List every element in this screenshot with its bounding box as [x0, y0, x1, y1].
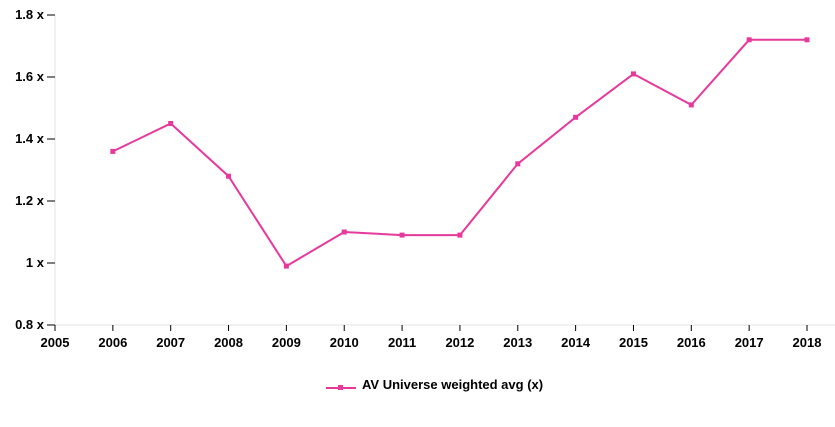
- data-point[interactable]: [804, 37, 810, 43]
- x-tick-label: 2008: [214, 335, 243, 350]
- legend-swatch: [326, 381, 356, 393]
- series-layer: [110, 37, 810, 269]
- data-point[interactable]: [168, 121, 174, 126]
- data-point[interactable]: [110, 148, 116, 154]
- data-point[interactable]: [283, 263, 289, 269]
- x-tick-label: 2012: [445, 335, 474, 350]
- x-tick-label: 2015: [619, 335, 648, 350]
- y-tick-label: 1.8 x: [15, 7, 45, 22]
- y-axis-ticks: 0.8 x 1 x 1.2 x 1.4 x 1.6 x 1.8 x: [15, 7, 55, 332]
- y-tick-label: 1.2 x: [15, 193, 45, 208]
- axes: [54, 15, 835, 326]
- data-point[interactable]: [399, 232, 405, 238]
- y-tick-label: 0.8 x: [15, 317, 45, 332]
- data-point[interactable]: [341, 229, 347, 235]
- data-point[interactable]: [226, 173, 232, 179]
- data-point[interactable]: [746, 37, 752, 43]
- x-tick-label: 2009: [272, 335, 301, 350]
- y-tick-label: 1 x: [26, 255, 45, 270]
- x-tick-label: 2011: [388, 335, 416, 350]
- legend: AV Universe weighted avg (x): [326, 377, 562, 393]
- x-tick-label: 2018: [793, 335, 822, 350]
- y-tick-label: 1.4 x: [15, 131, 45, 146]
- x-tick-label: 2006: [98, 335, 127, 350]
- data-point[interactable]: [630, 71, 636, 77]
- x-tick-label: 2007: [156, 335, 185, 350]
- x-tick-label: 2017: [735, 335, 764, 350]
- x-tick-label: 2016: [677, 335, 706, 350]
- data-point[interactable]: [515, 161, 521, 167]
- data-point[interactable]: [688, 102, 694, 108]
- data-point[interactable]: [573, 114, 579, 120]
- x-axis-ticks: 2005 2006 2007 2008 2009 2010 2011 2012 2013 2014…: [41, 325, 822, 350]
- data-point[interactable]: [457, 232, 463, 238]
- legend-label: AV Universe weighted avg (x): [362, 377, 544, 392]
- x-tick-label: 2010: [330, 335, 359, 350]
- x-tick-label: 2014: [561, 335, 591, 350]
- y-tick-label: 1.6 x: [15, 69, 45, 84]
- series-line: [112, 38, 807, 268]
- x-tick-label: 2013: [503, 335, 532, 350]
- x-tick-label: 2005: [41, 335, 70, 350]
